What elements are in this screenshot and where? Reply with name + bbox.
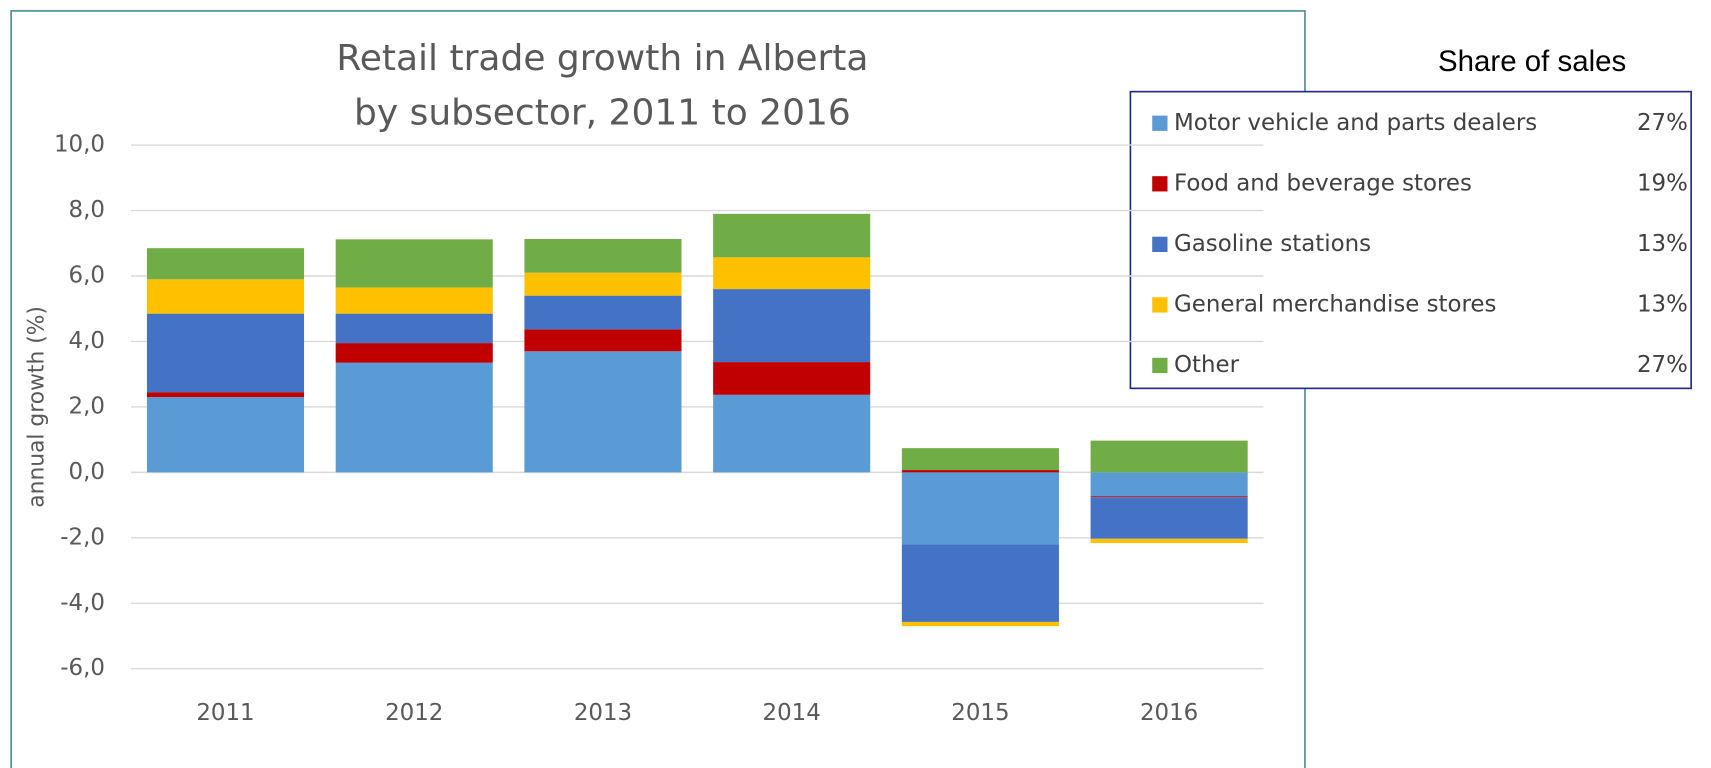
y-tick-label: 6,0 xyxy=(69,262,105,288)
y-tick-label: -6,0 xyxy=(60,655,105,681)
chart-title: Retail trade growth in Alberta xyxy=(336,38,868,79)
legend-box xyxy=(1129,90,1692,390)
legend-swatch xyxy=(1152,176,1168,192)
bar-segment xyxy=(146,397,305,473)
bar-segment xyxy=(335,287,493,314)
bar-segment xyxy=(901,472,1059,545)
y-axis-label: annual growth (%) xyxy=(24,306,49,508)
bar-segment xyxy=(901,544,1059,622)
legend-share: 19% xyxy=(1637,170,1688,196)
legend-label: General merchandise stores xyxy=(1174,291,1496,317)
x-tick-label: 2011 xyxy=(196,700,254,726)
legend-share: 13% xyxy=(1637,291,1688,317)
bar-segment xyxy=(1090,472,1248,497)
bar-segment xyxy=(713,289,871,363)
y-tick-label: 8,0 xyxy=(69,197,105,223)
bar-segment xyxy=(335,313,493,344)
legend-label: Motor vehicle and parts dealers xyxy=(1174,110,1537,136)
x-tick-label: 2013 xyxy=(574,700,632,726)
y-tick-label: -4,0 xyxy=(60,590,105,616)
bar-segment xyxy=(524,351,682,473)
bar-segment xyxy=(524,272,682,296)
legend-share: 27% xyxy=(1637,110,1688,136)
legend-label: Gasoline stations xyxy=(1174,231,1371,257)
bar-segment xyxy=(713,394,871,473)
bar-segment xyxy=(524,295,682,330)
legend-swatch xyxy=(1152,297,1168,313)
y-tick-label: 10,0 xyxy=(54,132,105,158)
bar-segment xyxy=(524,239,682,273)
bar-segment xyxy=(713,257,871,290)
bar-segment xyxy=(146,248,305,280)
legend-swatch xyxy=(1152,357,1168,374)
y-tick-label: 0,0 xyxy=(69,459,105,485)
chart-subtitle: by subsector, 2011 to 2016 xyxy=(354,93,851,134)
x-tick-label: 2016 xyxy=(1140,700,1198,726)
y-tick-label: -2,0 xyxy=(60,524,105,550)
bar-segment xyxy=(335,239,493,288)
legend-title: Share of sales xyxy=(1438,45,1626,78)
legend-swatch xyxy=(1152,115,1168,131)
bar-segment xyxy=(901,448,1059,471)
legend-label: Food and beverage stores xyxy=(1174,170,1472,196)
bar-segment xyxy=(146,279,305,314)
bar-segment xyxy=(1090,440,1248,473)
x-tick-label: 2015 xyxy=(951,700,1009,726)
legend-share: 27% xyxy=(1637,352,1688,378)
bar-segment xyxy=(713,362,871,395)
bar-segment xyxy=(713,213,871,258)
legend-swatch xyxy=(1152,236,1168,252)
bar-segment xyxy=(335,362,493,473)
bar-segment xyxy=(1090,538,1248,544)
bar-segment xyxy=(335,343,493,363)
bar-segment xyxy=(524,329,682,352)
bar-segment xyxy=(1090,497,1248,539)
legend-share: 13% xyxy=(1637,231,1688,257)
y-tick-label: 2,0 xyxy=(69,393,105,419)
bar-segment xyxy=(146,313,305,393)
bar-segment xyxy=(901,621,1059,627)
bar-segment xyxy=(901,470,1059,473)
x-tick-label: 2012 xyxy=(385,700,443,726)
x-tick-label: 2014 xyxy=(763,700,821,726)
bar-segment xyxy=(1090,496,1248,498)
bar-segment xyxy=(146,392,305,398)
legend-label: Other xyxy=(1174,352,1240,378)
y-tick-label: 4,0 xyxy=(69,328,105,354)
